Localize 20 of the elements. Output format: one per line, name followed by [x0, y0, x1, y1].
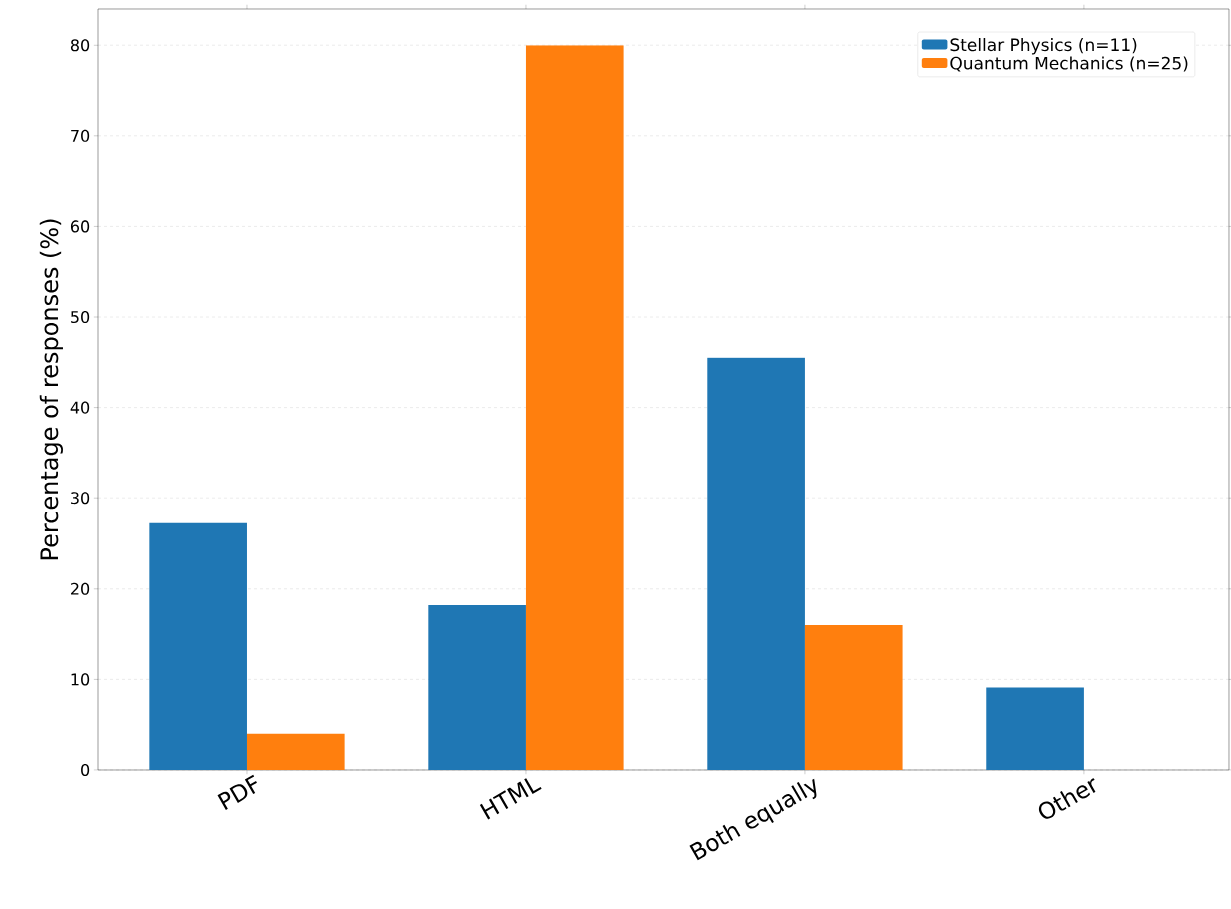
y-tick-label: 60: [70, 220, 90, 233]
bar: [804, 625, 903, 770]
legend-label: Quantum Mechanics (n=25): [950, 56, 1188, 72]
bar: [428, 605, 526, 770]
y-tick-label: 70: [71, 129, 90, 142]
y-tick-label: 40: [70, 401, 90, 414]
y-tick-label: 50: [71, 310, 90, 324]
bar: [707, 357, 805, 770]
bar: [986, 687, 1084, 770]
y-tick-label: 10: [71, 673, 90, 686]
bar: [246, 733, 345, 770]
bar: [149, 522, 247, 770]
y-tick-label: 0: [81, 763, 90, 777]
legend-label: Stellar Physics (n=11): [950, 38, 1137, 55]
y-tick-label: 20: [71, 582, 90, 595]
y-tick-label: 80: [70, 39, 90, 52]
y-tick-label: 30: [71, 492, 90, 505]
y-axis-title: Percentage of responses (%): [39, 219, 63, 560]
bar: [525, 45, 624, 770]
x-tick-label: PDF: [217, 774, 257, 810]
